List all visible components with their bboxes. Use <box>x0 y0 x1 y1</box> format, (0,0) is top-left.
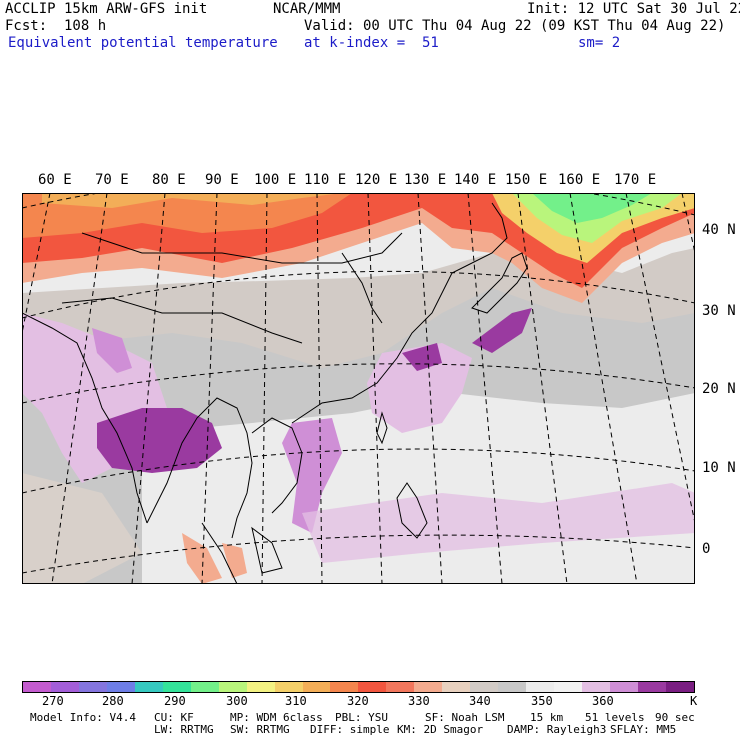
lat-label: 0 <box>702 541 711 557</box>
colorbar-swatch <box>610 682 638 692</box>
lon-label: 160 E <box>558 172 601 188</box>
field-name: Equivalent potential temperature <box>8 35 278 51</box>
colorbar <box>22 681 695 693</box>
map-frame <box>22 193 695 584</box>
colorbar-swatch <box>23 682 51 692</box>
colorbar-tick: 310 <box>285 694 307 708</box>
lat-label: 20 N <box>702 381 736 397</box>
model-info: DIFF: simple <box>310 723 390 736</box>
lat-label: 10 N <box>702 460 736 476</box>
field-352 <box>22 473 142 584</box>
init-time: Init: 12 UTC Sat 30 Jul 22 <box>527 1 740 17</box>
field-305 <box>532 193 652 223</box>
colorbar-swatch <box>442 682 471 692</box>
colorbar-tick: 270 <box>42 694 64 708</box>
colorbar-swatch <box>190 682 219 692</box>
field-365-wpac <box>367 343 472 433</box>
colorbar-tick: 300 <box>226 694 248 708</box>
model-title: ACCLIP 15km ARW-GFS init <box>5 1 208 17</box>
colorbar-tick: 350 <box>531 694 553 708</box>
colorbar-tick: 330 <box>408 694 430 708</box>
colorbar-swatch <box>386 682 415 692</box>
colorbar-swatch <box>106 682 135 692</box>
graticule <box>22 193 695 584</box>
colorbar-swatch <box>78 682 107 692</box>
colorbar-swatch <box>498 682 527 692</box>
colorbar-tick: 280 <box>102 694 124 708</box>
colorbar-swatch <box>246 682 275 692</box>
colorbar-swatch <box>526 682 555 692</box>
colorbar-tick: 290 <box>164 694 186 708</box>
model-info: LW: RRTMG <box>154 723 214 736</box>
model-info: SF: Noah LSM <box>425 711 505 724</box>
model-info: SFLAY: MM5 <box>610 723 677 736</box>
lon-label: 150 E <box>505 172 548 188</box>
forecast-hour: Fcst: 108 h <box>5 18 107 34</box>
field-375-ecs <box>402 343 442 371</box>
colorbar-swatch <box>358 682 387 692</box>
lon-label: 120 E <box>355 172 398 188</box>
colorbar-swatch <box>134 682 163 692</box>
model-info: SW: RRTMG <box>230 723 290 736</box>
theta-e-map <box>22 193 695 584</box>
colorbar-swatch <box>274 682 303 692</box>
model-info: 90 sec <box>655 711 695 724</box>
field-375-bay-of-bengal <box>97 408 222 473</box>
colorbar-swatch <box>470 682 499 692</box>
org-label: NCAR/MMM <box>273 1 341 17</box>
colorbar-swatch <box>665 682 694 692</box>
field-340-sumatra <box>182 533 222 584</box>
lon-label: 100 E <box>254 172 297 188</box>
model-info: MP: WDM 6class <box>230 711 323 724</box>
field-375-japan <box>472 308 532 353</box>
model-info: PBL: YSU <box>335 711 388 724</box>
lon-label: 60 E <box>38 172 72 188</box>
field-370-ganges <box>92 328 132 373</box>
smooth-label: sm= 2 <box>578 35 621 51</box>
lon-label: 130 E <box>404 172 447 188</box>
colorbar-swatch <box>330 682 359 692</box>
field-365-equator <box>302 483 695 563</box>
lon-label: 110 E <box>304 172 347 188</box>
colorbar-tick: 340 <box>469 694 491 708</box>
valid-time: Valid: 00 UTC Thu 04 Aug 22 (09 KST Thu … <box>304 18 726 34</box>
model-info: DAMP: Rayleigh3 <box>507 723 607 736</box>
lon-label: 90 E <box>205 172 239 188</box>
colorbar-tick: 320 <box>347 694 369 708</box>
level-label: at k-index = 51 <box>304 35 439 51</box>
model-info: 15 km <box>530 711 564 724</box>
colorbar-swatch <box>637 682 666 692</box>
colorbar-swatch <box>218 682 247 692</box>
model-info: 51 levels <box>585 711 645 724</box>
model-info: KM: 2D Smagor <box>397 723 484 736</box>
lon-label: 170 E <box>614 172 657 188</box>
colorbar-swatch <box>50 682 79 692</box>
field-340-malaya <box>222 543 247 578</box>
lon-label: 80 E <box>152 172 186 188</box>
colorbar-swatch <box>414 682 443 692</box>
colorbar-swatch <box>302 682 331 692</box>
colorbar-swatch <box>554 682 583 692</box>
lat-label: 40 N <box>702 222 736 238</box>
colorbar-swatch <box>582 682 611 692</box>
model-info: Model Info: V4.4 <box>30 711 136 724</box>
coastlines <box>22 202 528 584</box>
model-info: CU: KF <box>154 711 194 724</box>
lon-label: 70 E <box>95 172 129 188</box>
lat-label: 30 N <box>702 303 736 319</box>
colorbar-swatch <box>162 682 191 692</box>
lon-label: 140 E <box>454 172 497 188</box>
colorbar-tick: 360 <box>592 694 614 708</box>
field-370-scs <box>282 418 342 533</box>
colorbar-unit: K <box>690 694 698 708</box>
